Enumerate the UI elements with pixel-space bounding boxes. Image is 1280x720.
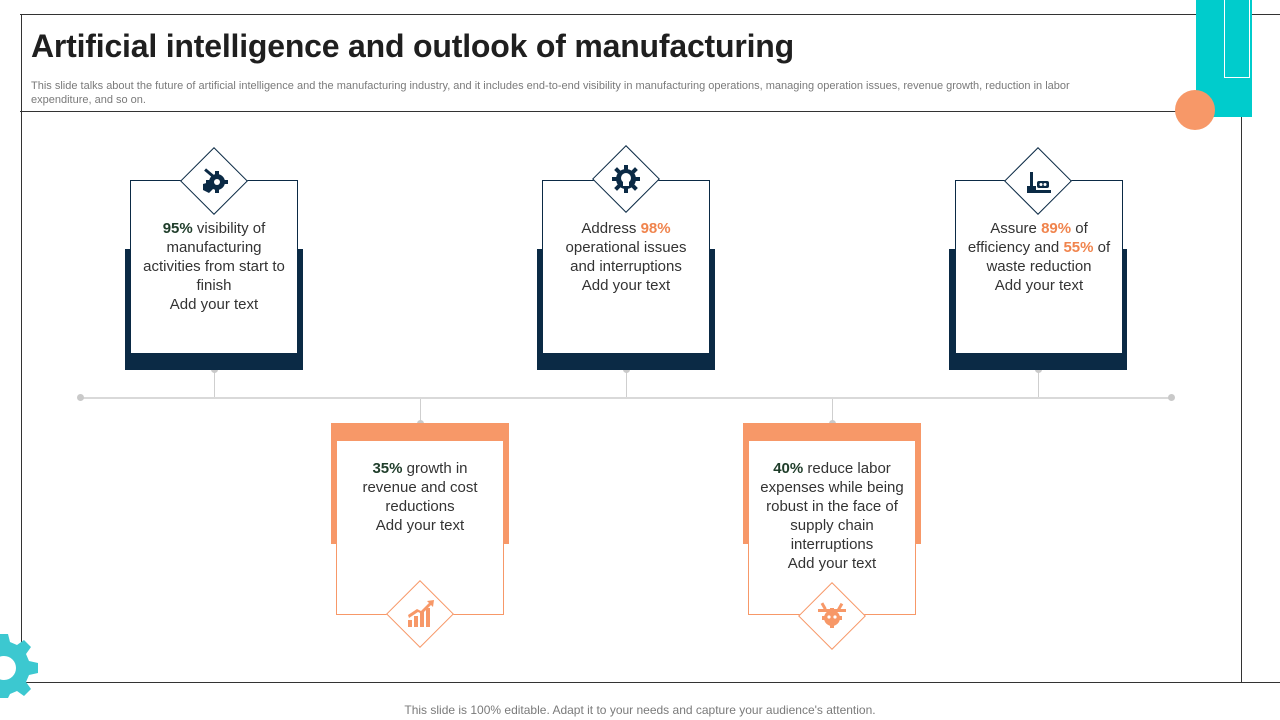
wrench-gear-hand-icon bbox=[203, 168, 228, 193]
card-1-text: 95% visibility of manufacturing activiti… bbox=[143, 220, 285, 313]
connector bbox=[832, 399, 833, 423]
orange-circle-decoration bbox=[1175, 90, 1215, 130]
card-5-cta: Add your text bbox=[787, 555, 877, 572]
card-3-text: Assure 89% of efficiency and 55% of wast… bbox=[967, 220, 1111, 294]
right-border bbox=[1241, 111, 1242, 683]
page-subtitle: This slide talks about the future of art… bbox=[31, 80, 1070, 106]
page-title: Artificial intelligence and outlook of m… bbox=[31, 28, 794, 64]
timeline-end-dot bbox=[1168, 394, 1175, 401]
connector bbox=[626, 370, 627, 397]
connector bbox=[1038, 370, 1039, 397]
header-divider bbox=[20, 111, 1242, 112]
timeline-end-dot bbox=[77, 394, 84, 401]
ai-brain-gear-icon bbox=[612, 165, 640, 193]
card-4-text: 35% growth in revenue and cost reduction… bbox=[362, 460, 478, 534]
teal-gear-decoration bbox=[0, 634, 38, 698]
robot-gear-icon bbox=[818, 602, 846, 628]
card-4-cta: Add your text bbox=[375, 517, 465, 534]
top-border bbox=[20, 14, 1280, 15]
card-1-cta: Add your text bbox=[169, 296, 259, 313]
growth-chart-icon bbox=[408, 600, 434, 627]
card-2-cta: Add your text bbox=[581, 277, 671, 294]
card-2-text: Address 98% operational issues and inter… bbox=[565, 220, 687, 294]
card-5-text: 40% reduce labor expenses while being ro… bbox=[760, 460, 904, 572]
left-border bbox=[21, 14, 22, 683]
card-3-cta: Add your text bbox=[994, 277, 1084, 294]
footer-note: This slide is 100% editable. Adapt it to… bbox=[404, 703, 876, 717]
timeline-line bbox=[80, 397, 1172, 399]
connector bbox=[214, 370, 215, 397]
connector bbox=[420, 399, 421, 423]
bottom-border bbox=[0, 682, 1280, 683]
robotic-arm-conveyor-icon bbox=[1027, 172, 1051, 193]
teal-corner-outline bbox=[1224, 0, 1250, 78]
